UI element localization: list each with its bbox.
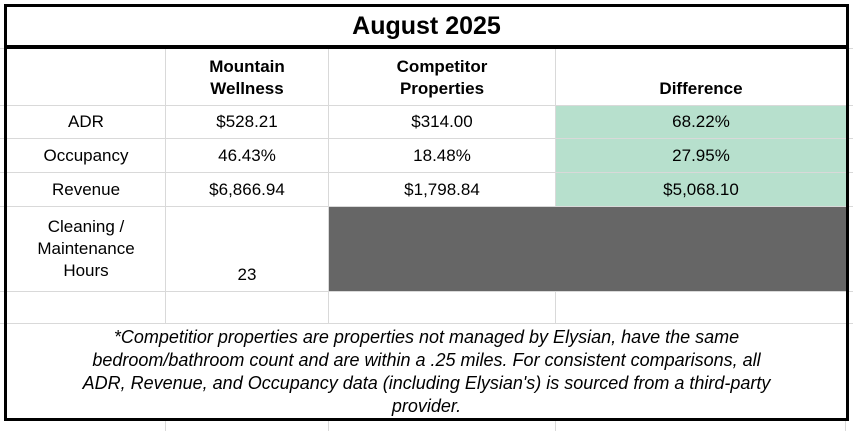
table-title-cell[interactable]: August 2025 bbox=[7, 7, 846, 49]
row-label-revenue[interactable]: Revenue bbox=[7, 173, 166, 207]
gridline-stub bbox=[0, 48, 4, 49]
empty-cell[interactable] bbox=[166, 292, 329, 324]
cleaning-hours-mountain-value[interactable]: 23 bbox=[166, 207, 329, 292]
footnote-line: *Competitior properties are properties n… bbox=[113, 327, 740, 347]
gridline-stub bbox=[849, 291, 853, 292]
gridline-stub bbox=[849, 172, 853, 173]
empty-cell[interactable] bbox=[7, 292, 166, 324]
gridline-stub bbox=[845, 421, 846, 431]
gridline-stub bbox=[849, 48, 853, 49]
gridline-stub bbox=[0, 291, 4, 292]
table-title: August 2025 bbox=[352, 11, 501, 40]
footnote-line: bedroom/bathroom count and are within a … bbox=[92, 350, 761, 370]
comparison-table: August 2025 Mountain Wellness Competitor… bbox=[4, 4, 849, 421]
header-competitor-properties[interactable]: Competitor Properties bbox=[329, 49, 556, 106]
header-metric-cell[interactable] bbox=[7, 49, 166, 106]
gridline-stub bbox=[0, 206, 4, 207]
gridline-stub bbox=[165, 421, 166, 431]
revenue-difference-value[interactable]: $5,068.10 bbox=[556, 173, 846, 207]
blocked-cells-region[interactable] bbox=[329, 207, 846, 292]
adr-competitor-value[interactable]: $314.00 bbox=[329, 106, 556, 139]
gridline-stub bbox=[0, 172, 4, 173]
gridline-stub bbox=[849, 138, 853, 139]
gridline-stub bbox=[0, 323, 4, 324]
revenue-competitor-value[interactable]: $1,798.84 bbox=[329, 173, 556, 207]
gridline-stub bbox=[849, 206, 853, 207]
footnote-line: provider. bbox=[391, 396, 462, 416]
occupancy-competitor-value[interactable]: 18.48% bbox=[329, 139, 556, 173]
table-grid: Mountain Wellness Competitor Properties … bbox=[7, 49, 846, 418]
row-label-cleaning-maintenance-hours[interactable]: Cleaning / Maintenance Hours bbox=[7, 207, 166, 292]
gridline-stub bbox=[0, 105, 4, 106]
revenue-mountain-value[interactable]: $6,866.94 bbox=[166, 173, 329, 207]
gridline-stub bbox=[0, 138, 4, 139]
footnote-line: ADR, Revenue, and Occupancy data (includ… bbox=[82, 373, 771, 393]
empty-cell[interactable] bbox=[556, 292, 846, 324]
adr-difference-value[interactable]: 68.22% bbox=[556, 106, 846, 139]
gridline-stub bbox=[328, 421, 329, 431]
footnote-cell[interactable]: *Competitior properties are properties n… bbox=[7, 324, 846, 418]
adr-mountain-value[interactable]: $528.21 bbox=[166, 106, 329, 139]
occupancy-difference-value[interactable]: 27.95% bbox=[556, 139, 846, 173]
gridline-stub bbox=[555, 421, 556, 431]
empty-cell[interactable] bbox=[329, 292, 556, 324]
row-label-occupancy[interactable]: Occupancy bbox=[7, 139, 166, 173]
row-label-adr[interactable]: ADR bbox=[7, 106, 166, 139]
gridline-stub bbox=[849, 105, 853, 106]
header-difference[interactable]: Difference bbox=[556, 49, 846, 106]
gridline-stub bbox=[849, 323, 853, 324]
header-mountain-wellness[interactable]: Mountain Wellness bbox=[166, 49, 329, 106]
occupancy-mountain-value[interactable]: 46.43% bbox=[166, 139, 329, 173]
